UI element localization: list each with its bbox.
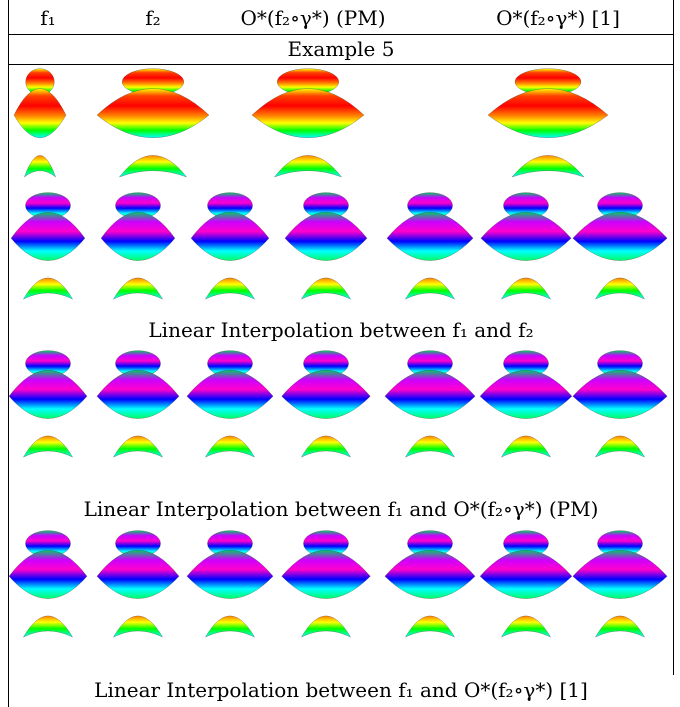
caption-linear-f1-f2: Linear Interpolation between f₁ and f₂ xyxy=(148,318,534,342)
interp-f1-ref1-6 xyxy=(479,530,573,638)
interp-f1-ref1-3 xyxy=(186,530,274,638)
interp-f1-pm-1 xyxy=(8,350,88,458)
surface-ref1 xyxy=(487,68,609,178)
interp-f1-pm-6 xyxy=(479,350,573,458)
interp-f1-f2-7 xyxy=(572,192,668,300)
table-left-border xyxy=(8,0,9,707)
interp-f1-ref1-7 xyxy=(572,530,668,638)
interp-f1-ref1-2 xyxy=(96,530,180,638)
interp-f1-f2-4 xyxy=(284,192,368,300)
interp-f1-ref1-1 xyxy=(8,530,88,638)
interp-f1-pm-5 xyxy=(384,350,476,458)
surface-f1 xyxy=(13,68,67,178)
surface-f2 xyxy=(96,68,210,178)
header-f2: f₂ xyxy=(145,6,161,30)
surface-renderings xyxy=(8,68,668,638)
interp-f1-pm-3 xyxy=(186,350,274,458)
interp-f1-f2-5 xyxy=(386,192,474,300)
table-right-border xyxy=(673,0,674,675)
interp-f1-pm-2 xyxy=(96,350,180,458)
caption-linear-f1-pm: Linear Interpolation between f₁ and O*(f… xyxy=(83,497,599,521)
interp-f1-ref1-4 xyxy=(281,530,371,638)
header-f1: f₁ xyxy=(40,6,56,30)
example-divider xyxy=(8,64,674,65)
interp-f1-pm-7 xyxy=(572,350,668,458)
surface-pm xyxy=(251,68,365,178)
header-divider xyxy=(8,34,674,35)
interp-f1-f2-3 xyxy=(190,192,270,300)
caption-linear-f1-ref1: Linear Interpolation between f₁ and O*(f… xyxy=(94,678,588,702)
example-label: Example 5 xyxy=(287,37,395,61)
interp-f1-pm-4 xyxy=(281,350,371,458)
interp-f1-f2-6 xyxy=(480,192,572,300)
figure-table: f₁ f₂ O*(f₂∘γ*) (PM) O*(f₂∘γ*) [1] Examp… xyxy=(8,0,674,707)
interp-f1-ref1-5 xyxy=(384,530,476,638)
interp-f1-f2-2 xyxy=(100,192,176,300)
header-pm: O*(f₂∘γ*) (PM) xyxy=(240,6,386,30)
header-ref1: O*(f₂∘γ*) [1] xyxy=(496,6,620,30)
interp-f1-f2-1 xyxy=(10,192,86,300)
